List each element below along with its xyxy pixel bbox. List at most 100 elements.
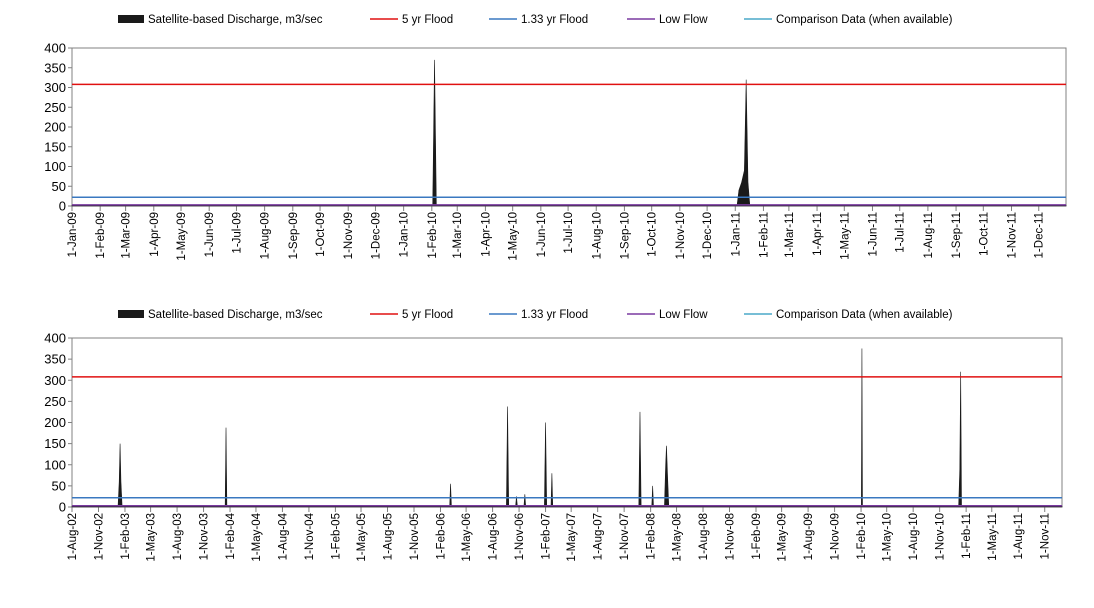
x-tick-label: 1-Jul-11 [895,212,907,253]
legend-entry: Comparison Data (when available) [744,309,953,321]
x-tick-label: 1-Dec-11 [1034,212,1046,258]
y-tick-label: 300 [44,373,66,388]
x-tick-label: 1-Aug-11 [923,212,935,258]
x-tick-label: 1-Nov-08 [725,513,737,560]
x-tick-label: 1-Nov-02 [93,513,105,560]
x-tick-label: 1-Jul-10 [563,212,575,254]
x-tick-label: 1-Nov-04 [304,512,316,560]
legend-entry: 1.33 yr Flood [489,309,588,321]
x-tick-label: 1-Feb-11 [961,513,973,559]
chart-bottom: Satellite-based Discharge, m3/sec 5 yr Fl… [0,300,1094,608]
x-tick-label: 1-Nov-11 [1040,513,1052,559]
x-tick-label: 1-Sep-11 [951,212,963,258]
legend-entry: 1.33 yr Flood [489,14,588,26]
x-axis: 1-Jan-09 1-Feb-09 1-Mar-09 1-Apr-09 1-May-09… [67,206,1046,261]
x-tick-label: 1-Mar-10 [452,212,464,259]
x-tick-label: 1-Jun-09 [204,212,216,257]
x-tick-label: 1-Jun-11 [867,212,879,257]
x-tick-label: 1-Oct-11 [978,212,990,256]
y-tick-label: 150 [44,139,66,154]
y-axis: 0 50 100 150 200 250 300 350 400 [44,331,72,515]
legend-label: 5 yr Flood [402,309,453,321]
y-tick-label: 50 [52,478,66,493]
legend-swatch [118,310,144,318]
legend-entry: Satellite-based Discharge, m3/sec [118,14,323,26]
x-tick-label: 1-Aug-03 [172,513,184,560]
x-tick-label: 1-Oct-10 [647,212,659,257]
legend-entry: 5 yr Flood [370,309,453,321]
y-tick-label: 150 [44,436,66,451]
y-tick-label: 0 [59,199,66,214]
x-tick-label: 1-Aug-10 [908,513,920,560]
x-tick-label: 1-Mar-11 [784,212,796,258]
y-tick-label: 100 [44,457,66,472]
x-tick-label: 1-Nov-05 [409,513,421,560]
x-tick-label: 1-Nov-09 [830,513,842,560]
x-tick-label: 1-Aug-05 [383,513,395,560]
x-tick-label: 1-Aug-06 [488,513,500,560]
x-tick-label: 1-May-03 [146,513,158,562]
y-tick-label: 0 [59,500,66,515]
x-tick-label: 1-May-11 [839,212,851,260]
legend-label: Satellite-based Discharge, m3/sec [148,14,323,26]
x-tick-label: 1-Feb-08 [646,513,658,560]
y-tick-label: 200 [44,120,66,135]
x-tick-label: 1-Jan-11 [730,212,742,257]
y-tick-label: 400 [44,41,66,56]
x-tick-label: 1-Feb-07 [541,513,553,560]
x-tick-label: 1-Jan-09 [67,212,79,257]
x-tick-label: 1-Jul-09 [231,212,243,254]
legend: Satellite-based Discharge, m3/sec 5 yr Fl… [118,14,953,26]
x-tick-label: 1-May-06 [461,513,473,562]
plot-area [71,47,1067,207]
x-tick-label: 1-Sep-10 [619,212,631,259]
y-tick-label: 50 [52,179,66,194]
x-tick-label: 1-Feb-09 [95,212,107,259]
legend-label: Satellite-based Discharge, m3/sec [148,309,323,321]
x-tick-label: 1-Nov-07 [619,513,631,560]
x-tick-label: 1-May-10 [508,212,520,261]
series-discharge-area [71,348,1063,508]
x-tick-label: 1-May-09 [176,212,188,261]
y-tick-label: 350 [44,60,66,75]
legend-label: 1.33 yr Flood [521,14,588,26]
legend-entry: Comparison Data (when available) [744,14,953,26]
x-tick-label: 1-Feb-11 [758,212,770,258]
legend-label: Comparison Data (when available) [776,309,953,321]
chart-bottom-svg: Satellite-based Discharge, m3/sec 5 yr Fl… [44,309,1063,562]
x-tick-label: 1-Nov-10 [675,212,687,259]
x-tick-label: 1-May-11 [987,513,999,561]
x-tick-label: 1-Feb-09 [751,513,763,560]
y-tick-label: 100 [44,159,66,174]
x-tick-label: 1-May-05 [356,513,368,562]
x-tick-label: 1-Feb-03 [120,513,132,560]
x-tick-label: 1-Feb-04 [225,512,237,559]
y-axis: 0 50 100 150 200 250 300 350 400 [44,41,72,214]
x-tick-label: 1-Feb-05 [330,513,342,560]
x-tick-label: 1-Aug-11 [1013,513,1025,559]
y-tick-label: 200 [44,415,66,430]
legend-label: Low Flow [659,14,708,26]
x-tick-label: 1-May-09 [777,513,789,562]
x-tick-label: 1-Aug-04 [277,512,289,560]
legend-entry: Low Flow [627,14,708,26]
legend: Satellite-based Discharge, m3/sec 5 yr Fl… [118,309,953,321]
chart-top-svg: Satellite-based Discharge, m3/sec 5 yr Fl… [44,14,1067,261]
x-tick-label: 1-Aug-02 [67,513,79,560]
x-tick-label: 1-Aug-09 [803,513,815,560]
x-tick-label: 1-May-04 [251,512,263,561]
plot-area [71,337,1063,508]
chart-top: Satellite-based Discharge, m3/sec 5 yr Fl… [0,0,1094,292]
y-tick-label: 250 [44,100,66,115]
x-tick-label: 1-Apr-10 [480,212,492,257]
x-tick-label: 1-Jun-10 [536,212,548,257]
x-tick-label: 1-Aug-09 [260,212,272,259]
x-tick-label: 1-Nov-06 [514,513,526,560]
x-axis: 1-Aug-02 1-Nov-02 1-Feb-03 1-May-03 1-Aug-03… [67,507,1052,562]
x-tick-label: 1-Nov-09 [343,212,355,259]
x-tick-label: 1-Nov-11 [1006,212,1018,258]
legend-swatch [118,15,144,23]
y-tick-label: 300 [44,80,66,95]
x-tick-label: 1-Feb-06 [435,513,447,560]
x-tick-label: 1-Jan-10 [399,212,411,257]
